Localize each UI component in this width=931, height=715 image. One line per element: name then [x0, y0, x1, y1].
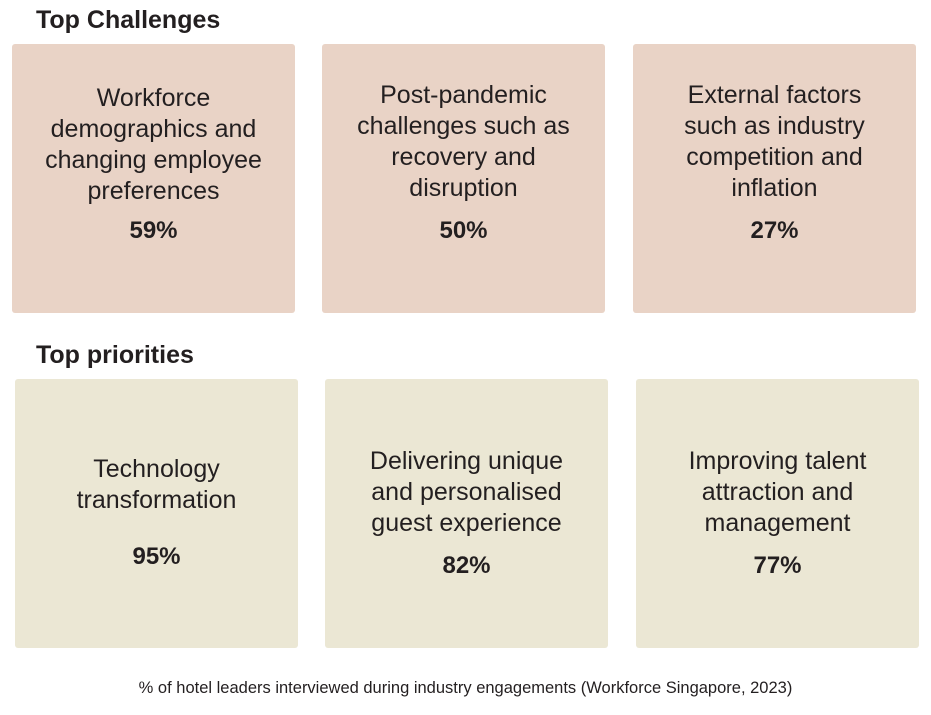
text-line: management — [704, 509, 851, 537]
text-line: preferences — [87, 177, 220, 205]
text-line: disruption — [409, 174, 518, 202]
text-line: inflation — [731, 174, 818, 202]
text-line: demographics and — [50, 115, 257, 143]
priority-card: Delivering unique and personalised guest… — [325, 379, 608, 648]
text-line: Workforce — [96, 84, 211, 112]
text-line: transformation — [76, 486, 237, 514]
text-line: and personalised — [371, 478, 562, 506]
text-line: guest experience — [371, 509, 562, 537]
priority-text: Technology transformation — [15, 454, 298, 516]
challenge-percent: 27% — [750, 217, 799, 244]
text-line: attraction and — [701, 478, 854, 506]
challenge-percent: 50% — [439, 217, 488, 244]
text-line: recovery and — [391, 143, 536, 171]
challenge-card: Workforce demographics and changing empl… — [12, 44, 295, 313]
challenge-text: Workforce demographics and changing empl… — [12, 83, 295, 207]
priority-card: Technology transformation 95% — [15, 379, 298, 648]
priority-text: Delivering unique and personalised guest… — [325, 446, 608, 539]
priorities-title: Top priorities — [36, 341, 194, 369]
priority-percent: 82% — [442, 552, 491, 579]
text-line: challenges such as — [357, 112, 570, 140]
footnote: % of hotel leaders interviewed during in… — [138, 679, 793, 697]
priority-percent: 77% — [753, 552, 802, 579]
challenge-card: External factors such as industry compet… — [633, 44, 916, 313]
text-line: competition and — [686, 143, 863, 171]
text-line: changing employee — [45, 146, 262, 174]
text-line: External factors — [687, 81, 862, 109]
text-line: Delivering unique — [369, 447, 564, 475]
text-line: Technology — [93, 455, 220, 483]
priority-percent: 95% — [132, 543, 181, 570]
challenges-title: Top Challenges — [36, 6, 221, 34]
challenge-card: Post-pandemic challenges such as recover… — [322, 44, 605, 313]
challenge-text: External factors such as industry compet… — [633, 80, 916, 204]
priority-card: Improving talent attraction and manageme… — [636, 379, 919, 648]
challenge-percent: 59% — [129, 217, 178, 244]
text-line: Improving talent — [688, 447, 867, 475]
priority-text: Improving talent attraction and manageme… — [636, 446, 919, 539]
text-line: such as industry — [684, 112, 865, 140]
text-line: Post-pandemic — [380, 81, 547, 109]
challenge-text: Post-pandemic challenges such as recover… — [322, 80, 605, 204]
